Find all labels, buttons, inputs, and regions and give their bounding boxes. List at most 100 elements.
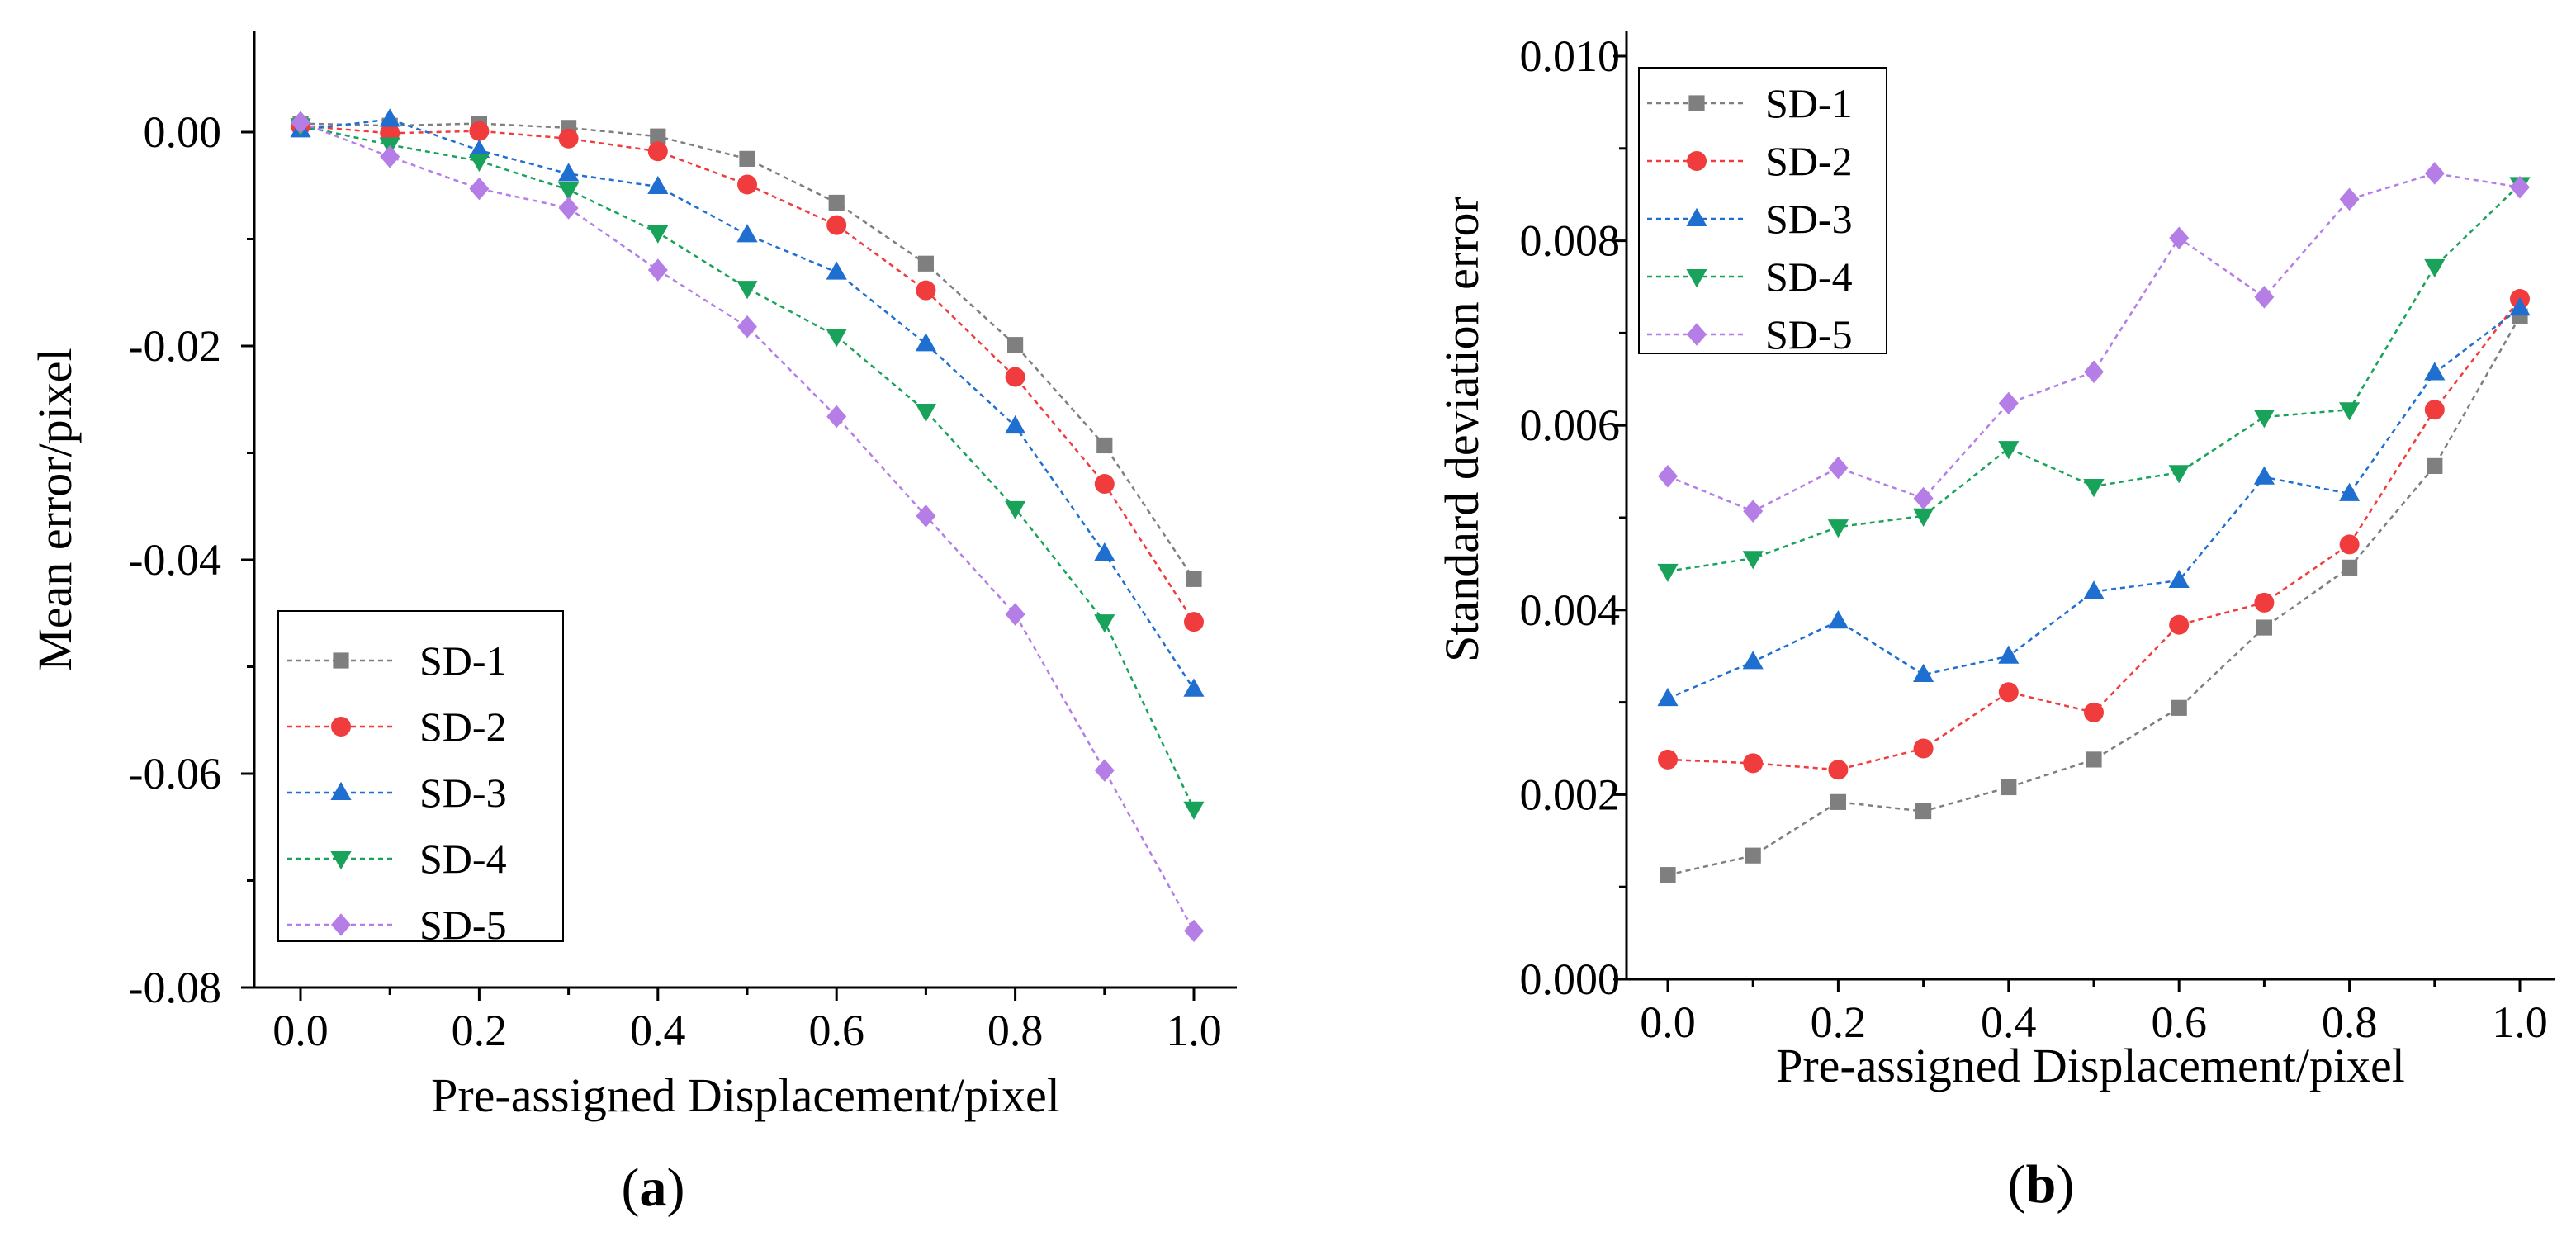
data-point-sd-3 — [736, 224, 758, 243]
data-point-sd-3 — [1998, 645, 2020, 664]
legend-label: SD-3 — [419, 770, 507, 816]
data-point-sd-1 — [1096, 437, 1113, 454]
data-point-sd-4 — [915, 403, 936, 423]
data-point-sd-3 — [468, 139, 490, 159]
data-point-sd-4 — [558, 182, 580, 201]
data-point-sd-1 — [1186, 571, 1202, 587]
y-tick-label: -0.06 — [129, 749, 221, 798]
data-point-sd-1 — [1007, 337, 1024, 353]
data-point-sd-4 — [647, 225, 669, 244]
legend-marker — [1687, 323, 1707, 346]
y-tick-label: 0.010 — [1520, 31, 1621, 81]
data-point-sd-4 — [736, 281, 758, 300]
y-tick-label: 0.008 — [1520, 216, 1621, 266]
data-point-sd-1 — [917, 255, 934, 272]
data-point-sd-5 — [1743, 500, 1764, 523]
y-tick-label: 0.006 — [1520, 400, 1621, 450]
data-point-sd-3 — [1742, 651, 1764, 670]
panel-label: (a) — [622, 1158, 685, 1218]
data-point-sd-5 — [1184, 919, 1204, 943]
data-point-sd-1 — [1745, 847, 1761, 864]
x-tick-label: 0.2 — [1811, 997, 1867, 1047]
data-point-sd-2 — [1743, 753, 1764, 774]
x-tick-label: 0.4 — [630, 1006, 686, 1055]
ticks: 0.0 0.2 0.4 0.6 0.8 1.0 0.000 0.002 0.004 0.006 0.… — [1520, 31, 2548, 1047]
y-tick-label: 0.002 — [1520, 770, 1621, 819]
data-point-sd-2 — [2254, 592, 2275, 613]
data-point-sd-4 — [468, 153, 490, 173]
data-point-sd-3 — [558, 163, 580, 182]
series-line-sd-5 — [1667, 172, 2521, 513]
data-point-sd-5 — [1913, 486, 1934, 510]
data-point-sd-2 — [2424, 400, 2445, 420]
panel-label: (b) — [2008, 1154, 2075, 1215]
data-point-sd-1 — [1660, 867, 1676, 883]
data-point-sd-2 — [1998, 682, 2019, 703]
data-point-sd-5 — [291, 111, 310, 135]
legend-label: SD-1 — [1765, 80, 1853, 126]
data-point-sd-3 — [2168, 569, 2190, 589]
y-tick-label: -0.04 — [129, 535, 221, 585]
data-point-sd-3 — [2253, 466, 2275, 485]
data-point-sd-5 — [1005, 603, 1025, 626]
y-tick-label: -0.08 — [129, 963, 221, 1012]
x-axis-title: Pre-assigned Displacement/pixel — [431, 1068, 1060, 1122]
series-line-sd-5 — [300, 121, 1196, 932]
data-point-sd-2 — [1913, 738, 1934, 759]
data-point-sd-4 — [1827, 519, 1849, 538]
data-point-sd-3 — [2509, 297, 2531, 316]
data-point-sd-4 — [2083, 478, 2105, 498]
data-point-sd-5 — [647, 258, 668, 282]
data-point-sd-2 — [737, 174, 757, 195]
legend-marker — [331, 913, 351, 936]
data-point-sd-1 — [2086, 751, 2102, 768]
legend-marker — [1686, 207, 1707, 226]
data-point-sd-4 — [2424, 258, 2446, 278]
panel-b: 0.0 0.2 0.4 0.6 0.8 1.0 0.000 0.002 0.004 0.006 0.… — [1435, 31, 2555, 1215]
y-tick-label: 0.00 — [144, 107, 222, 157]
data-point-sd-1 — [739, 150, 755, 167]
markers — [290, 108, 1205, 943]
legend: SD-1 SD-2 SD-3 SD-4 SD-5 — [277, 610, 564, 948]
data-point-sd-2 — [1094, 474, 1115, 495]
data-point-sd-2 — [1828, 760, 1849, 780]
data-point-sd-2 — [2339, 534, 2360, 555]
data-point-sd-5 — [2254, 285, 2275, 309]
data-point-sd-5 — [2510, 175, 2530, 199]
series-line-sd-3 — [300, 118, 1196, 690]
data-point-sd-4 — [2253, 410, 2275, 429]
data-point-sd-1 — [2427, 457, 2443, 474]
data-point-sd-3 — [1913, 663, 1934, 683]
data-point-sd-5 — [2424, 162, 2445, 185]
x-tick-label: 0.0 — [272, 1006, 329, 1055]
data-point-sd-1 — [828, 194, 845, 211]
data-point-sd-2 — [1184, 612, 1204, 632]
panel-label-letter: a — [640, 1158, 667, 1218]
data-point-sd-2 — [1005, 367, 1025, 387]
x-tick-label: 0.6 — [2151, 997, 2207, 1047]
legend: SD-1 SD-2 SD-3 SD-4 SD-5 — [1638, 67, 1887, 358]
data-point-sd-2 — [916, 280, 936, 301]
legend-label: SD-2 — [419, 703, 507, 750]
data-point-sd-5 — [2169, 226, 2190, 250]
data-point-sd-4 — [1094, 614, 1115, 633]
legend-marker — [333, 652, 349, 669]
data-point-sd-5 — [826, 405, 847, 429]
data-point-sd-1 — [650, 128, 666, 144]
data-point-sd-5 — [1828, 456, 1849, 480]
data-point-sd-3 — [1094, 542, 1115, 561]
legend-box — [1638, 67, 1887, 354]
data-point-sd-2 — [647, 141, 668, 162]
data-point-sd-5 — [1094, 759, 1115, 782]
series-line-sd-2 — [300, 124, 1196, 623]
series-line-sd-1 — [300, 122, 1196, 580]
legend-label: SD-4 — [419, 836, 507, 882]
y-tick-label: 0.000 — [1520, 954, 1621, 1004]
data-point-sd-3 — [2339, 482, 2361, 501]
data-point-sd-2 — [826, 215, 847, 235]
legend-marker — [1686, 269, 1707, 288]
data-point-sd-4 — [1183, 801, 1205, 820]
markers — [1657, 162, 2531, 883]
data-point-sd-3 — [915, 333, 936, 352]
